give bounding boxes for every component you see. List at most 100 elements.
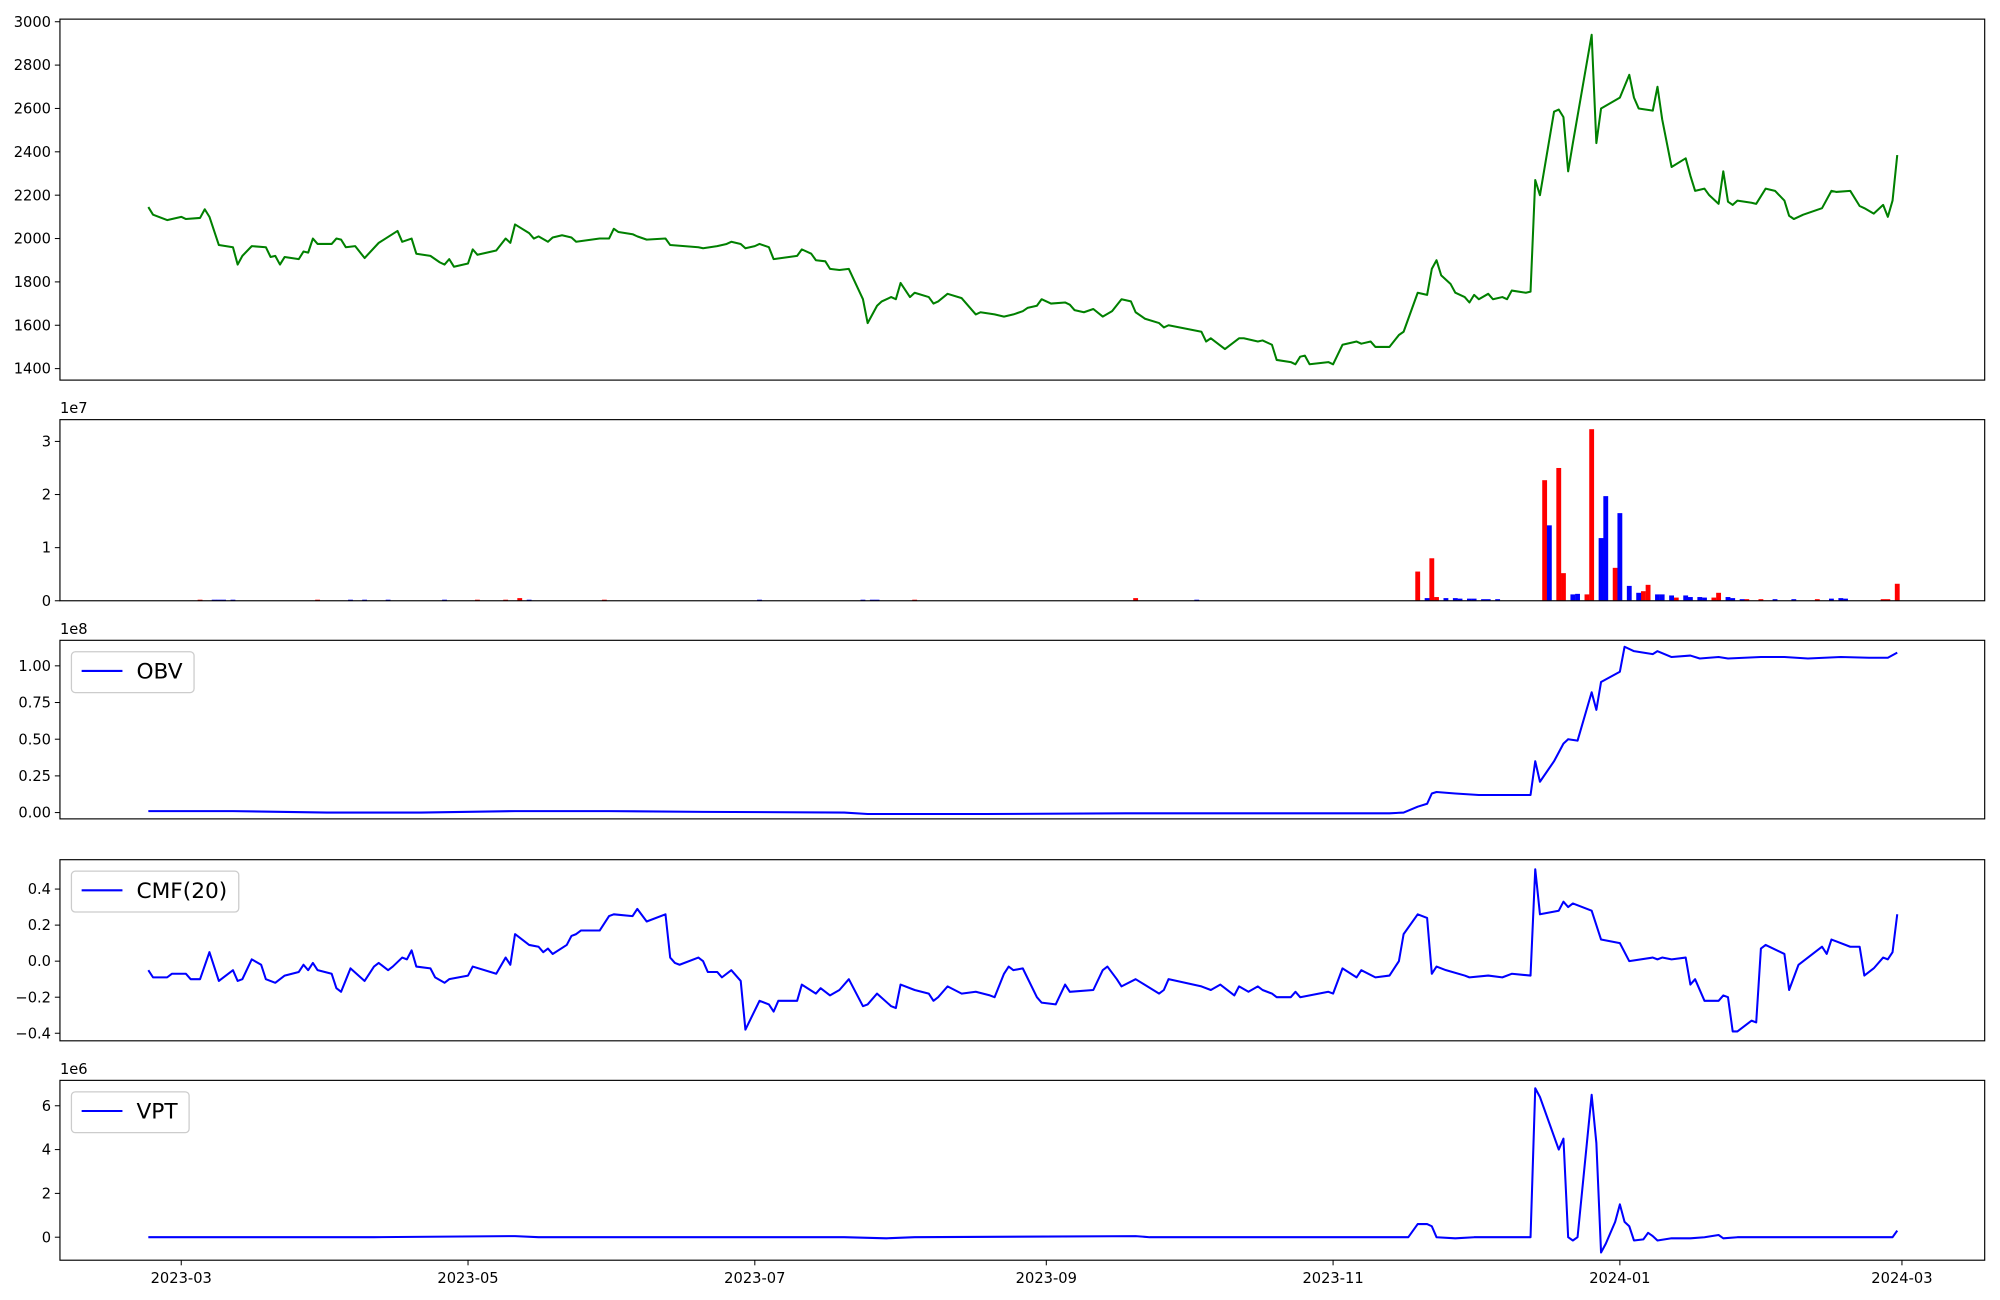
legend-label: VPT xyxy=(136,1100,178,1125)
x-tick-label: 2023-05 xyxy=(437,1270,498,1287)
y-tick-label: 0.25 xyxy=(18,768,51,785)
bar xyxy=(1885,599,1891,601)
y-tick-label: 0.75 xyxy=(18,695,51,712)
legend-box xyxy=(70,651,195,694)
data-line xyxy=(148,1087,1899,1254)
bar xyxy=(1584,594,1590,601)
bar xyxy=(1443,598,1449,601)
legend-label: OBV xyxy=(136,660,182,685)
bar xyxy=(1687,597,1693,601)
bar xyxy=(1612,567,1618,601)
legend-label: CMF(20) xyxy=(136,879,227,904)
y-tick-label: 1600 xyxy=(14,317,51,334)
bar xyxy=(1424,598,1430,601)
legend-box xyxy=(70,870,240,913)
x-tick-label: 2023-09 xyxy=(1016,1270,1077,1287)
y-tick-label: 6 xyxy=(42,1098,51,1115)
bar xyxy=(1429,558,1435,601)
offset-label: 1e8 xyxy=(60,621,88,638)
bar xyxy=(1495,599,1501,601)
bar xyxy=(1730,598,1736,601)
y-tick-label: 1.00 xyxy=(18,658,51,675)
bar xyxy=(1603,496,1609,601)
bar xyxy=(1697,597,1703,601)
bar xyxy=(1843,598,1848,601)
bar xyxy=(1556,467,1562,601)
y-tick-label: 1800 xyxy=(14,274,51,291)
bar xyxy=(1485,599,1491,601)
axes-frame xyxy=(59,419,1986,602)
bar xyxy=(1772,599,1778,601)
bar xyxy=(1542,480,1548,601)
bar xyxy=(1829,598,1834,601)
bar xyxy=(1546,525,1552,601)
y-tick-label: 2800 xyxy=(14,57,51,74)
x-tick-label: 2023-11 xyxy=(1302,1270,1363,1287)
bar xyxy=(1669,595,1675,601)
y-tick-label: 4 xyxy=(42,1142,51,1159)
y-tick-label: 2600 xyxy=(14,101,51,118)
bar xyxy=(1814,599,1820,601)
bar xyxy=(1880,599,1886,601)
bar xyxy=(1758,599,1764,601)
x-tick-label: 2024-03 xyxy=(1871,1270,1932,1287)
bar xyxy=(1575,593,1580,601)
bar xyxy=(1561,573,1566,601)
y-tick-label: 3000 xyxy=(14,14,51,31)
bar xyxy=(1716,592,1722,601)
data-line xyxy=(147,868,1899,1033)
bar xyxy=(1457,598,1463,601)
bar xyxy=(1466,598,1472,601)
axes-frame xyxy=(59,18,1986,381)
bar xyxy=(1739,599,1745,601)
y-tick-label: 0 xyxy=(42,1229,51,1246)
y-tick-label: 0.0 xyxy=(28,953,51,970)
legend-box xyxy=(70,1091,190,1134)
y-tick-label: 2 xyxy=(42,487,51,504)
bar xyxy=(1702,597,1707,601)
y-tick-label: 2 xyxy=(42,1185,51,1202)
y-tick-label: −0.2 xyxy=(15,989,51,1006)
bar xyxy=(1471,598,1477,601)
bar xyxy=(1725,597,1731,601)
bar xyxy=(1838,598,1844,601)
bar xyxy=(1636,592,1642,601)
y-tick-label: 0.50 xyxy=(18,731,51,748)
bar xyxy=(1598,538,1604,601)
y-tick-label: 1400 xyxy=(14,361,51,378)
y-tick-label: 3 xyxy=(42,434,51,451)
y-tick-label: 0 xyxy=(42,593,51,610)
y-tick-label: 2200 xyxy=(14,187,51,204)
bar xyxy=(1655,594,1660,601)
y-tick-label: 0.2 xyxy=(28,917,51,934)
y-tick-label: 0.4 xyxy=(28,881,51,898)
bar xyxy=(1645,584,1651,601)
bar xyxy=(1711,597,1717,601)
bar xyxy=(1589,429,1595,601)
bar xyxy=(517,598,523,601)
y-tick-label: 2000 xyxy=(14,231,51,248)
bar xyxy=(1791,599,1797,601)
bar xyxy=(1659,594,1665,601)
bar xyxy=(1744,599,1750,601)
axes-frame xyxy=(59,1079,1986,1261)
data-line xyxy=(147,33,1899,366)
y-tick-label: 2400 xyxy=(14,144,51,161)
bar xyxy=(1894,583,1900,601)
data-line xyxy=(148,645,1898,816)
bar xyxy=(1673,597,1679,601)
x-tick-label: 2023-03 xyxy=(151,1270,212,1287)
bar xyxy=(1415,571,1421,601)
axes-frame xyxy=(59,859,1986,1042)
y-tick-label: 0.00 xyxy=(18,805,51,822)
y-tick-label: −0.4 xyxy=(15,1025,51,1042)
bar xyxy=(1570,594,1576,601)
bar xyxy=(1452,598,1458,601)
bar xyxy=(1617,513,1623,601)
axes-frame xyxy=(59,639,1986,820)
offset-label: 1e7 xyxy=(60,400,88,417)
bar xyxy=(1640,591,1646,601)
bar xyxy=(1133,598,1139,601)
